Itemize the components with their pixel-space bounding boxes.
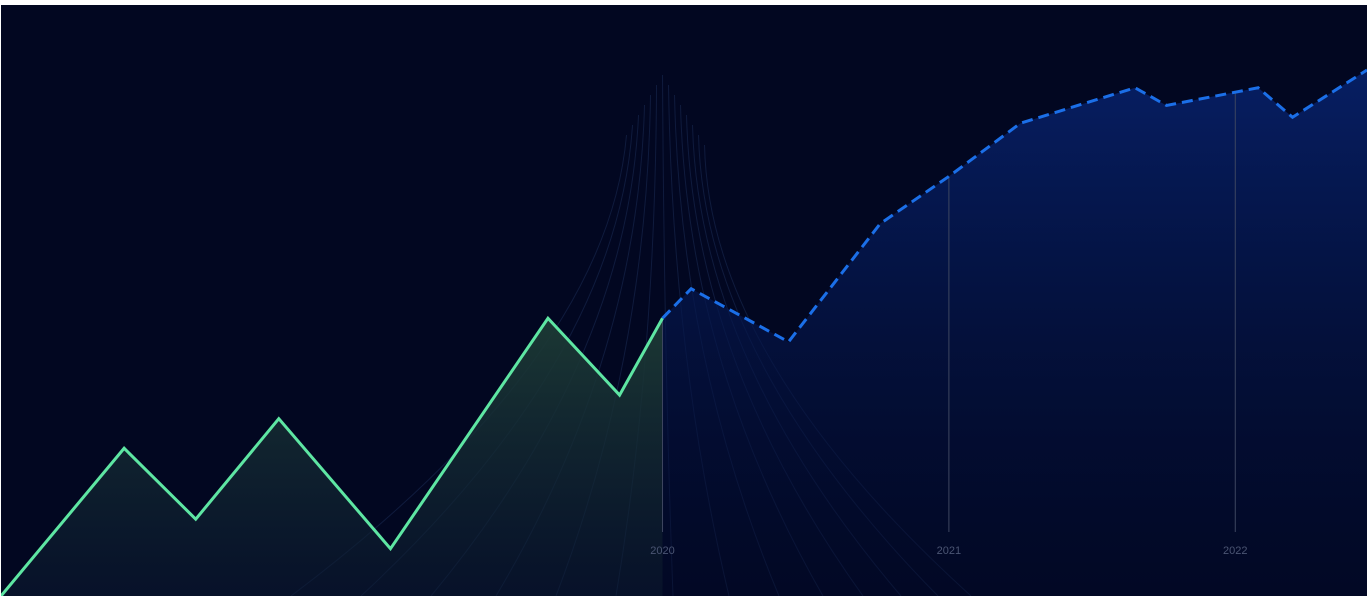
x-axis-ticks: 2020 2021 2022 [650, 545, 1247, 557]
x-tick-label: 2020 [650, 545, 674, 557]
chart-area: 2020 2021 2022 [1, 5, 1367, 596]
year-marker-lines [662, 92, 1236, 532]
series-lines [1, 68, 1367, 596]
series-areas [1, 70, 1367, 596]
series-area-1 [1, 318, 663, 596]
x-tick-label: 2022 [1223, 545, 1247, 557]
x-tick-label: 2021 [937, 545, 961, 557]
historical-series-line [1, 315, 664, 596]
series-area-2 [662, 70, 1367, 596]
projected-series-line [661, 68, 1367, 344]
line-chart: 2020 2021 2022 [1, 68, 1367, 596]
